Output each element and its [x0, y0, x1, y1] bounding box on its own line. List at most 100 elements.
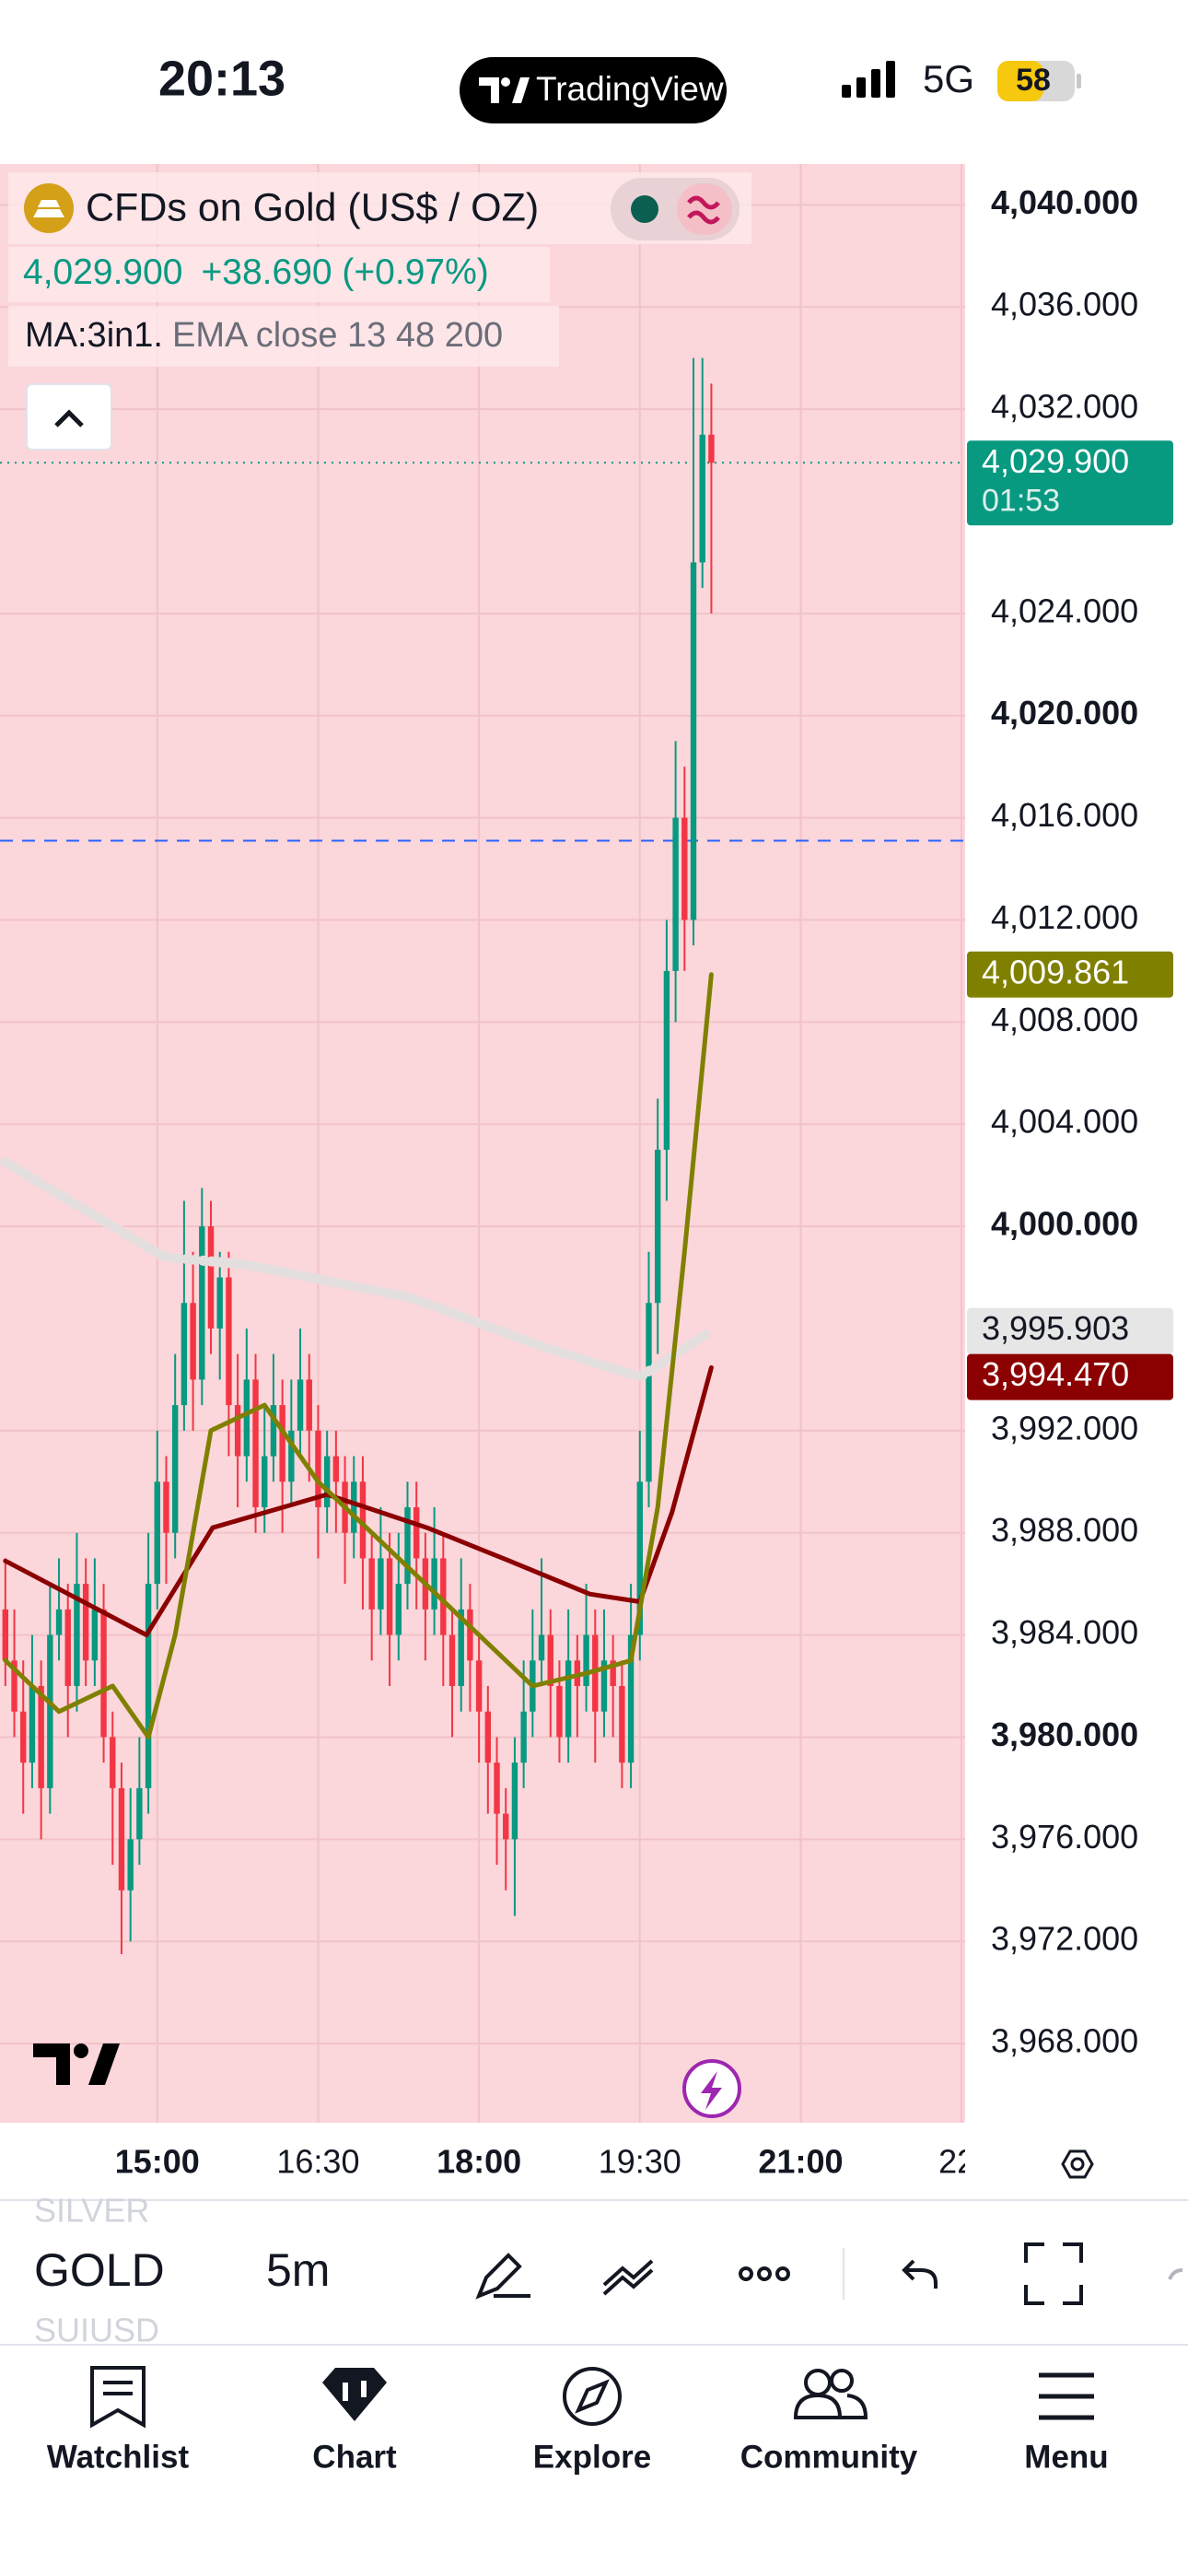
candle-body — [592, 1634, 599, 1712]
candle-body — [262, 1456, 268, 1507]
price-tag — [967, 440, 1173, 526]
menu-icon[interactable] — [1039, 2372, 1094, 2420]
candle-body — [145, 1584, 152, 1788]
draw-tool[interactable] — [475, 2253, 530, 2300]
candle-body — [315, 1430, 321, 1507]
y-tick-label: 4,016.000 — [991, 796, 1138, 834]
lightning-icon — [701, 2071, 722, 2110]
collapse-button[interactable] — [26, 383, 112, 451]
candle-body — [511, 1762, 518, 1840]
candle-body — [199, 1226, 205, 1380]
bottom-nav — [90, 2366, 1094, 2429]
symbol-next[interactable]: SUIUSD — [34, 2312, 159, 2349]
y-tick-label: 3,968.000 — [991, 2022, 1138, 2060]
x-tick-label: 16:30 — [276, 2143, 359, 2181]
network: 5G — [923, 57, 974, 100]
candle-body — [583, 1634, 589, 1687]
price-tag — [967, 1307, 1173, 1354]
ema-line — [3, 972, 714, 1739]
axis-settings[interactable] — [1061, 2149, 1094, 2179]
candle-body — [467, 1609, 473, 1661]
candle-body — [386, 1558, 393, 1635]
candle-body — [64, 1609, 71, 1687]
y-tick-label: 3,992.000 — [991, 1409, 1138, 1446]
fullscreen[interactable] — [1024, 2242, 1083, 2305]
price-tag-label: 4,009.861 — [982, 953, 1129, 990]
community-icon[interactable] — [793, 2369, 868, 2419]
x-tick-label: 15:00 — [115, 2143, 200, 2181]
x-tick-label: 19:30 — [599, 2143, 681, 2181]
nav-label[interactable]: Watchlist — [47, 2439, 190, 2475]
candle-body — [672, 817, 679, 971]
undo[interactable] — [902, 2259, 938, 2289]
candle-body — [520, 1711, 527, 1763]
interval[interactable]: 5m — [266, 2244, 330, 2296]
toolbar: SILVER GOLD SUIUSD 5m — [34, 2192, 1183, 2349]
symbol-logo — [24, 183, 74, 233]
candle-body — [234, 1405, 241, 1457]
legend-price: 4,029.900 +38.690 (+0.97%) — [23, 252, 489, 292]
nav-label[interactable]: Menu — [1024, 2439, 1108, 2475]
candle-body — [297, 1379, 304, 1431]
price-tag-label: 3,995.903 — [982, 1309, 1129, 1347]
tv-watermark — [33, 2043, 120, 2085]
candle-body — [216, 1277, 223, 1329]
candle-body — [681, 817, 688, 920]
y-tick-label: 3,972.000 — [991, 1920, 1138, 1958]
status-bar: 20:13 TradingView 5G 58 — [158, 51, 1081, 123]
candle-body — [600, 1660, 608, 1712]
more-tools[interactable] — [739, 2266, 790, 2281]
candle-body — [619, 1686, 625, 1763]
x-tick-label: 18:00 — [437, 2143, 521, 2181]
legend: CFDs on Gold (US$ / OZ) 4,029.900 +38.690… — [8, 172, 751, 451]
candle-body — [226, 1277, 232, 1406]
candle-body — [91, 1609, 99, 1661]
grid — [0, 164, 965, 2123]
watchlist-icon[interactable] — [90, 2366, 146, 2429]
nav-label[interactable]: Community — [740, 2439, 918, 2475]
overlay-lines — [0, 462, 965, 842]
symbol-prev[interactable]: SILVER — [34, 2192, 149, 2230]
pulse-bg — [677, 183, 732, 235]
indicator-line[interactable]: MA:3in1. EMA close 13 48 200 — [25, 316, 503, 355]
candle-body — [494, 1762, 500, 1814]
nav-label[interactable]: Explore — [533, 2439, 651, 2475]
candle-body — [368, 1558, 375, 1610]
chart-icon[interactable] — [322, 2368, 387, 2421]
nav-label[interactable]: Chart — [312, 2439, 397, 2475]
app-pill[interactable] — [460, 57, 727, 123]
candle-body — [636, 1481, 643, 1635]
explore-icon[interactable] — [563, 2367, 622, 2426]
y-tick-label: 3,976.000 — [991, 1818, 1138, 1856]
candle-body — [252, 1379, 259, 1507]
symbol-current[interactable]: GOLD — [34, 2244, 165, 2296]
candle-body — [448, 1634, 456, 1687]
candle-body — [38, 1686, 44, 1788]
candle-body — [503, 1813, 509, 1840]
candle-body — [556, 1686, 563, 1738]
pulse-icon — [687, 195, 720, 225]
symbol-title[interactable]: CFDs on Gold (US$ / OZ) — [86, 185, 539, 229]
more-cut[interactable] — [1168, 2268, 1183, 2280]
candle-body — [306, 1379, 312, 1431]
nav-labels: Watchlist Chart Explore Community Menu — [47, 2439, 1109, 2475]
candle-body — [610, 1660, 616, 1687]
status-dot — [631, 195, 658, 223]
y-tick-label: 4,040.000 — [991, 183, 1138, 221]
y-tick-label: 3,988.000 — [991, 1511, 1138, 1549]
last-price: 4,029.900 — [23, 252, 183, 292]
candle-body — [538, 1634, 545, 1661]
trend-tool[interactable] — [602, 2259, 654, 2296]
explore-needle — [575, 2379, 610, 2414]
signal — [842, 61, 895, 98]
candle-body — [690, 562, 697, 920]
x-tick-label: 21:00 — [758, 2143, 843, 2181]
candle-body — [654, 1149, 661, 1304]
caret-up — [54, 409, 84, 427]
gold-bars — [33, 200, 64, 217]
candle-body — [100, 1609, 107, 1738]
price-tag-countdown: 01:53 — [982, 483, 1060, 518]
x-tick-label: 22: — [938, 2143, 984, 2181]
